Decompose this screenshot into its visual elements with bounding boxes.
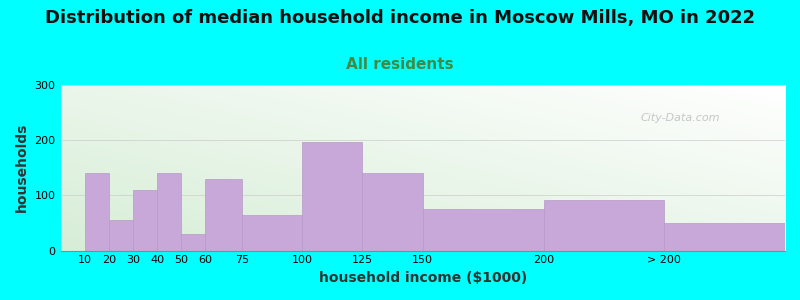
Bar — [85, 173, 109, 250]
Bar — [182, 234, 206, 250]
Text: Distribution of median household income in Moscow Mills, MO in 2022: Distribution of median household income … — [45, 9, 755, 27]
Bar — [109, 220, 133, 250]
Bar — [242, 215, 302, 250]
Bar — [664, 223, 785, 250]
Bar — [133, 190, 157, 250]
Bar — [422, 209, 543, 250]
Bar — [362, 173, 422, 250]
Bar — [302, 142, 362, 250]
Text: City-Data.com: City-Data.com — [640, 113, 720, 123]
Bar — [206, 179, 242, 250]
Bar — [543, 200, 664, 250]
Bar — [157, 173, 182, 250]
X-axis label: household income ($1000): household income ($1000) — [318, 271, 527, 285]
Text: All residents: All residents — [346, 57, 454, 72]
Y-axis label: households: households — [15, 123, 29, 212]
